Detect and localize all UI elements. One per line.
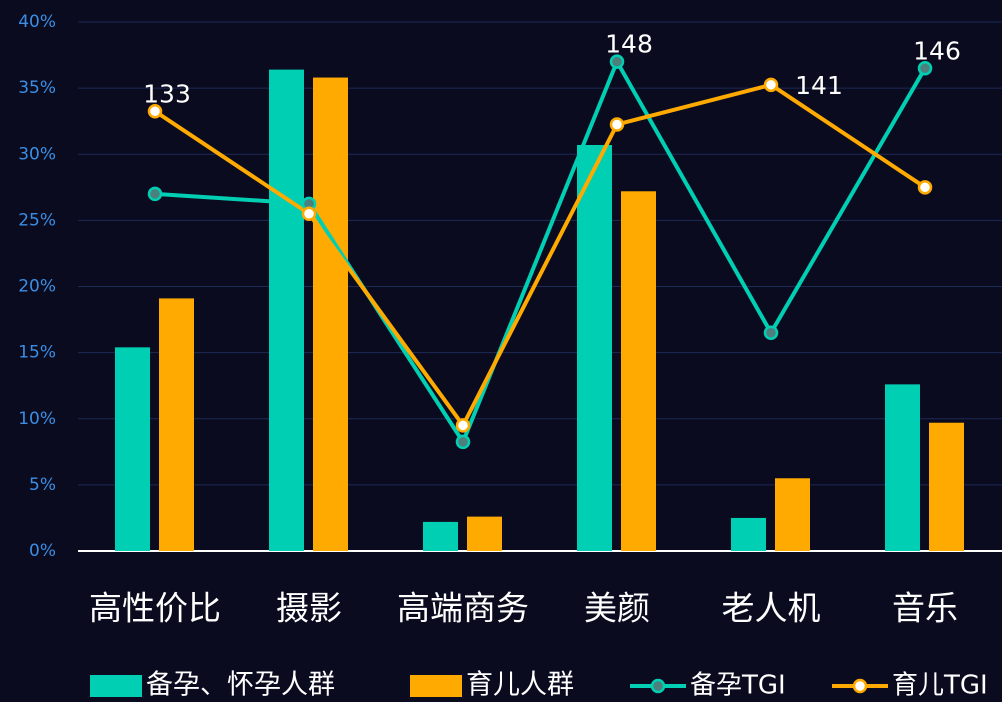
bar bbox=[731, 517, 766, 551]
bar bbox=[115, 347, 150, 551]
line bbox=[154, 59, 927, 444]
line-point bbox=[455, 434, 471, 450]
bar bbox=[577, 144, 612, 551]
bar bbox=[467, 516, 502, 551]
line-point bbox=[609, 54, 625, 69]
legend-label: 备孕TGI bbox=[690, 671, 786, 701]
legend-label: 备孕、怀孕人群 bbox=[146, 670, 335, 701]
data-label: 133 bbox=[143, 79, 191, 108]
data-label: 146 bbox=[913, 36, 961, 65]
x-tick-label: 摄影 bbox=[276, 589, 342, 628]
x-tick-label: 老人机 bbox=[722, 589, 821, 628]
y-tick-label: 10% bbox=[18, 409, 56, 429]
legend-label: 育儿TGI bbox=[892, 671, 988, 701]
line-point bbox=[147, 104, 163, 119]
bar bbox=[159, 298, 194, 551]
x-tick-label: 音乐 bbox=[892, 589, 958, 628]
x-tick-label: 美颜 bbox=[584, 589, 650, 628]
y-tick-label: 30% bbox=[18, 144, 56, 164]
bar bbox=[775, 478, 810, 551]
legend-label: 育儿人群 bbox=[466, 670, 574, 701]
data-label: 148 bbox=[605, 30, 653, 59]
line-point bbox=[763, 77, 779, 93]
y-tick-label: 40% bbox=[18, 12, 56, 32]
line-point bbox=[455, 418, 471, 433]
legend-swatch-point bbox=[852, 678, 868, 694]
y-tick-label: 0% bbox=[29, 541, 56, 561]
y-tick-label: 35% bbox=[18, 78, 56, 98]
line-point bbox=[147, 186, 163, 202]
bar bbox=[269, 69, 304, 552]
y-tick-label: 5% bbox=[29, 475, 56, 495]
legend-swatch bbox=[410, 675, 462, 697]
legend-swatch bbox=[90, 675, 142, 697]
data-label: 141 bbox=[795, 71, 843, 100]
bar bbox=[423, 521, 458, 551]
line-point bbox=[917, 180, 933, 195]
bar bbox=[621, 191, 656, 551]
x-tick-label: 高性价比 bbox=[89, 589, 221, 628]
legend-swatch-point bbox=[650, 678, 666, 694]
y-tick-label: 20% bbox=[18, 277, 56, 297]
y-tick-label: 15% bbox=[18, 343, 56, 363]
x-tick-label: 高端商务 bbox=[397, 589, 529, 628]
line-point bbox=[917, 61, 933, 76]
bar bbox=[313, 77, 348, 552]
line-point bbox=[301, 206, 317, 222]
y-tick-label: 25% bbox=[18, 210, 56, 230]
line bbox=[153, 82, 927, 428]
line-point bbox=[609, 117, 625, 132]
line-point bbox=[763, 325, 779, 341]
bar bbox=[929, 422, 964, 551]
bar bbox=[885, 384, 920, 551]
